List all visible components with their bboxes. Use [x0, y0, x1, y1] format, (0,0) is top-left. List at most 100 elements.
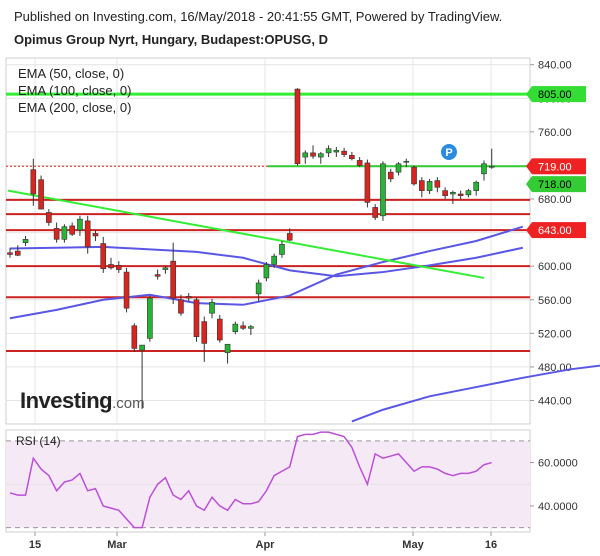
candle-body: [61, 226, 68, 240]
candle-body: [7, 252, 13, 255]
y-tick-label: 600.00: [538, 261, 572, 273]
price-label-box: [532, 86, 586, 103]
rsi-y-tick-label: 40.0000: [538, 501, 578, 513]
candle-body: [123, 271, 130, 309]
p-marker-label: P: [445, 147, 452, 159]
candle-body: [216, 318, 223, 341]
candle-body: [193, 299, 200, 337]
candle-body: [30, 169, 37, 195]
candle-body: [255, 282, 262, 295]
candle-body: [38, 179, 44, 210]
candle-body: [426, 181, 433, 191]
candle-body: [364, 162, 371, 203]
candle-body: [92, 233, 99, 237]
candle-body: [232, 323, 239, 332]
price-label-arrow: [526, 86, 532, 103]
price-label-arrow: [526, 176, 532, 193]
candle-body: [154, 274, 161, 277]
price-label-box: [532, 176, 586, 193]
y-tick-label: 840.00: [538, 60, 572, 72]
price-label: 718.00: [538, 179, 572, 191]
candle-body: [356, 160, 363, 166]
y-tick-label: 560.00: [538, 295, 572, 307]
candle-body: [302, 152, 309, 158]
rsi-title: RSI (14): [16, 434, 61, 448]
price-pane: [5, 57, 531, 425]
candle-body: [46, 212, 52, 223]
legend-ema-50: EMA (50, close, 0): [18, 66, 125, 81]
price-label: 643.00: [538, 225, 572, 237]
candle-body: [395, 163, 402, 173]
candle-body: [481, 163, 487, 175]
candle-body: [53, 228, 60, 240]
candle-body: [185, 296, 192, 299]
x-tick-label: Apr: [256, 539, 276, 551]
candle-body: [325, 148, 332, 154]
candle-body: [69, 225, 75, 235]
candle-body: [271, 255, 277, 265]
candle-body: [372, 207, 378, 218]
candle-body: [488, 165, 495, 168]
candle-body: [240, 325, 246, 329]
candle-body: [248, 326, 254, 329]
candle-body: [473, 181, 480, 191]
logo-main: Investing: [20, 388, 113, 413]
candle-body: [100, 243, 107, 270]
y-tick-label: 440.00: [538, 395, 572, 407]
price-label: 719.00: [538, 161, 572, 173]
candle-body: [333, 150, 340, 153]
candle-body: [139, 344, 145, 351]
candle-body: [286, 233, 293, 241]
x-tick-label: 16: [485, 539, 497, 551]
candle-body: [310, 152, 316, 157]
candle-body: [411, 166, 417, 185]
candle-body: [450, 192, 456, 195]
candle-body: [170, 260, 176, 299]
candle-body: [178, 299, 184, 314]
candle-body: [209, 301, 215, 314]
candle-body: [22, 239, 29, 243]
candle-body: [131, 325, 138, 349]
rsi-y-tick-label: 60.0000: [538, 458, 578, 470]
candle-body: [147, 297, 153, 339]
candle-body: [317, 153, 324, 158]
logo-suffix: .com: [112, 395, 145, 412]
legend-ema-200: EMA (200, close, 0): [18, 100, 132, 115]
y-tick-label: 760.00: [538, 127, 572, 139]
candle-body: [263, 264, 270, 279]
candle-body: [341, 150, 347, 155]
candle-body: [279, 244, 285, 255]
candle-body: [108, 264, 114, 269]
candle-body: [380, 163, 386, 217]
x-tick-label: 15: [29, 539, 41, 551]
x-tick-label: May: [402, 539, 424, 551]
candle-body: [201, 321, 208, 344]
candle-body: [442, 190, 448, 196]
p-marker-icon: [441, 144, 457, 160]
price-label-arrow: [526, 222, 532, 239]
candle-body: [162, 267, 169, 270]
candle-body: [84, 220, 91, 248]
y-tick-label: 680.00: [538, 194, 572, 206]
candle-body: [457, 193, 464, 196]
candle-body: [349, 155, 355, 160]
published-caption: Published on Investing.com, 16/May/2018 …: [14, 9, 503, 24]
candle-body: [465, 190, 472, 196]
candle-body: [224, 343, 231, 353]
candle-body: [14, 250, 21, 256]
price-label-box: [532, 222, 586, 239]
price-label-arrow: [526, 158, 532, 175]
rsi-line: [9, 431, 492, 529]
candle-body: [115, 265, 122, 270]
investing-logo: Investing.com: [20, 388, 145, 414]
ema-line-2: [351, 364, 600, 423]
ema-line-0: [9, 225, 524, 320]
candle-body: [434, 180, 441, 188]
candle-body: [77, 218, 83, 231]
y-tick-label: 520.00: [538, 328, 572, 340]
green-trendline: [7, 189, 485, 279]
price-label: 805.00: [538, 89, 572, 101]
legend-ema-100: EMA (100, close, 0): [18, 83, 132, 98]
candle-body: [387, 171, 394, 180]
